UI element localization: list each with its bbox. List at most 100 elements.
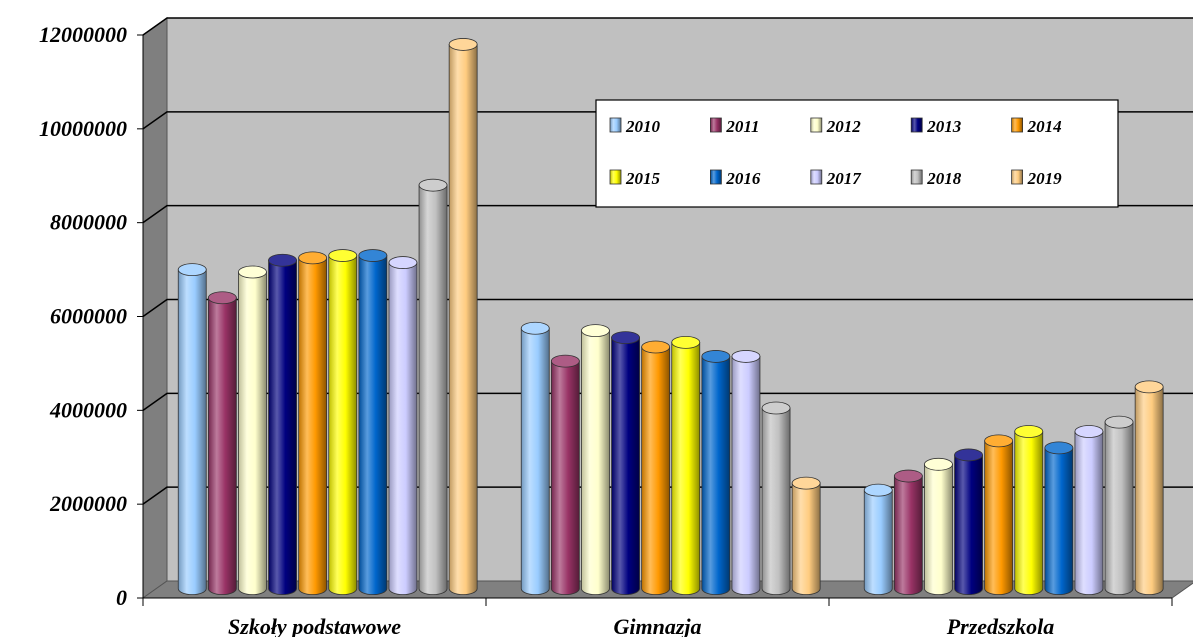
bar-body [418,184,448,596]
bar-cap [924,457,953,471]
legend-swatch [810,117,823,133]
legend-swatch [810,169,823,185]
legend-item-2012: 2012 [810,117,862,136]
bar-cap [731,350,761,363]
bar-2016-1 [701,350,731,596]
bar-2017-0 [388,256,418,596]
bar-2010-1 [520,321,550,596]
bar-cap [641,340,671,354]
bar-cap [984,434,1014,448]
bar-body [701,356,731,596]
legend-item-2014: 2014 [1011,117,1062,136]
legend-label: 2012 [826,117,862,136]
bar-cap [581,324,610,338]
bar-cap [298,251,328,265]
legend-label: 2018 [926,169,962,188]
bar-cap [701,350,731,363]
y-tick-label: 2000000 [49,491,127,516]
bar-cap [863,483,893,497]
bar-2012-1 [581,324,610,596]
y-tick-label: 12000000 [39,22,127,47]
legend-swatch [710,169,722,185]
legend-swatch [1011,117,1023,133]
bar-body [1044,447,1074,596]
bar-2015-0 [328,249,358,596]
legend-label: 2010 [625,117,661,136]
legend-swatch [609,117,622,133]
axes: 0 2000000 4000000 6000000 8000000 10000000 120… [39,22,1173,637]
bar-body [207,297,237,596]
bar-2011-2 [893,469,923,596]
y-tick-label: 10000000 [39,116,127,141]
legend-swatch [910,169,923,185]
bar-2013-2 [954,448,983,596]
legend-item-2018: 2018 [910,169,962,188]
x-category-label: Przedszkola [946,614,1055,637]
bar-body [1134,386,1164,596]
bar-cap [1044,441,1074,455]
legend-label: 2016 [725,169,761,188]
bar-body [611,337,640,596]
bar-cap [1134,380,1164,394]
bar-body [238,271,267,596]
legend-item-2017: 2017 [810,169,863,188]
legend-swatch [1011,169,1023,185]
bar-2015-1 [671,335,701,596]
bar-cap [268,253,297,267]
bar-body [731,356,761,596]
bar-body [924,463,953,596]
bar-cap [671,335,701,349]
bar-2014-1 [641,340,671,596]
bar-body [791,482,821,596]
legend-label: 2017 [826,169,863,188]
legend: 2010 2011 2012 2013 2014 2015 2016 2017 2018 2019 [595,99,1119,208]
bar-body [1014,431,1044,596]
bar-body [520,327,550,596]
bar-cap [893,469,923,483]
bar-cap [418,178,448,192]
bar-2017-1 [731,350,761,596]
bar-cap [520,321,550,335]
gridline [142,17,1193,36]
gridline [142,392,1193,411]
bar-cap [761,401,791,415]
y-tick-label: 0 [116,585,127,610]
legend-swatch [910,117,923,133]
bar-body [761,407,791,596]
bar-2017-2 [1074,425,1104,596]
bar-2018-2 [1104,415,1134,596]
bar-body [177,269,207,596]
bar-body [863,489,893,596]
bar-cap [791,476,821,490]
bar-cap [177,263,207,277]
bar-body [448,44,478,596]
bar-body [358,255,388,596]
legend-item-2010: 2010 [609,117,661,136]
legend-label: 2015 [625,169,661,188]
bar-body [1104,421,1134,596]
bar-cap [611,331,640,345]
bar-cap [238,265,267,279]
legend-item-2016: 2016 [710,169,761,188]
bar-cap [448,38,478,51]
y-tick-label: 6000000 [50,304,127,329]
bar-body [671,341,701,596]
bars [177,38,1164,596]
bar-body [984,440,1014,596]
bar-2016-0 [358,249,388,596]
bar-2013-0 [268,253,297,596]
legend-label: 2019 [1027,169,1063,188]
bar-cap [1014,425,1044,438]
legend-swatch [609,169,622,185]
bar-2010-0 [177,263,207,596]
y-tick-label: 4000000 [49,397,127,422]
bar-body [1074,431,1104,596]
bar-2012-2 [924,457,953,596]
bar-body [298,257,328,596]
bar-cap [388,256,418,269]
gridline [142,486,1193,505]
bar-2018-1 [761,401,791,596]
bar-2019-1 [791,476,821,596]
legend-label: 2013 [926,117,962,136]
